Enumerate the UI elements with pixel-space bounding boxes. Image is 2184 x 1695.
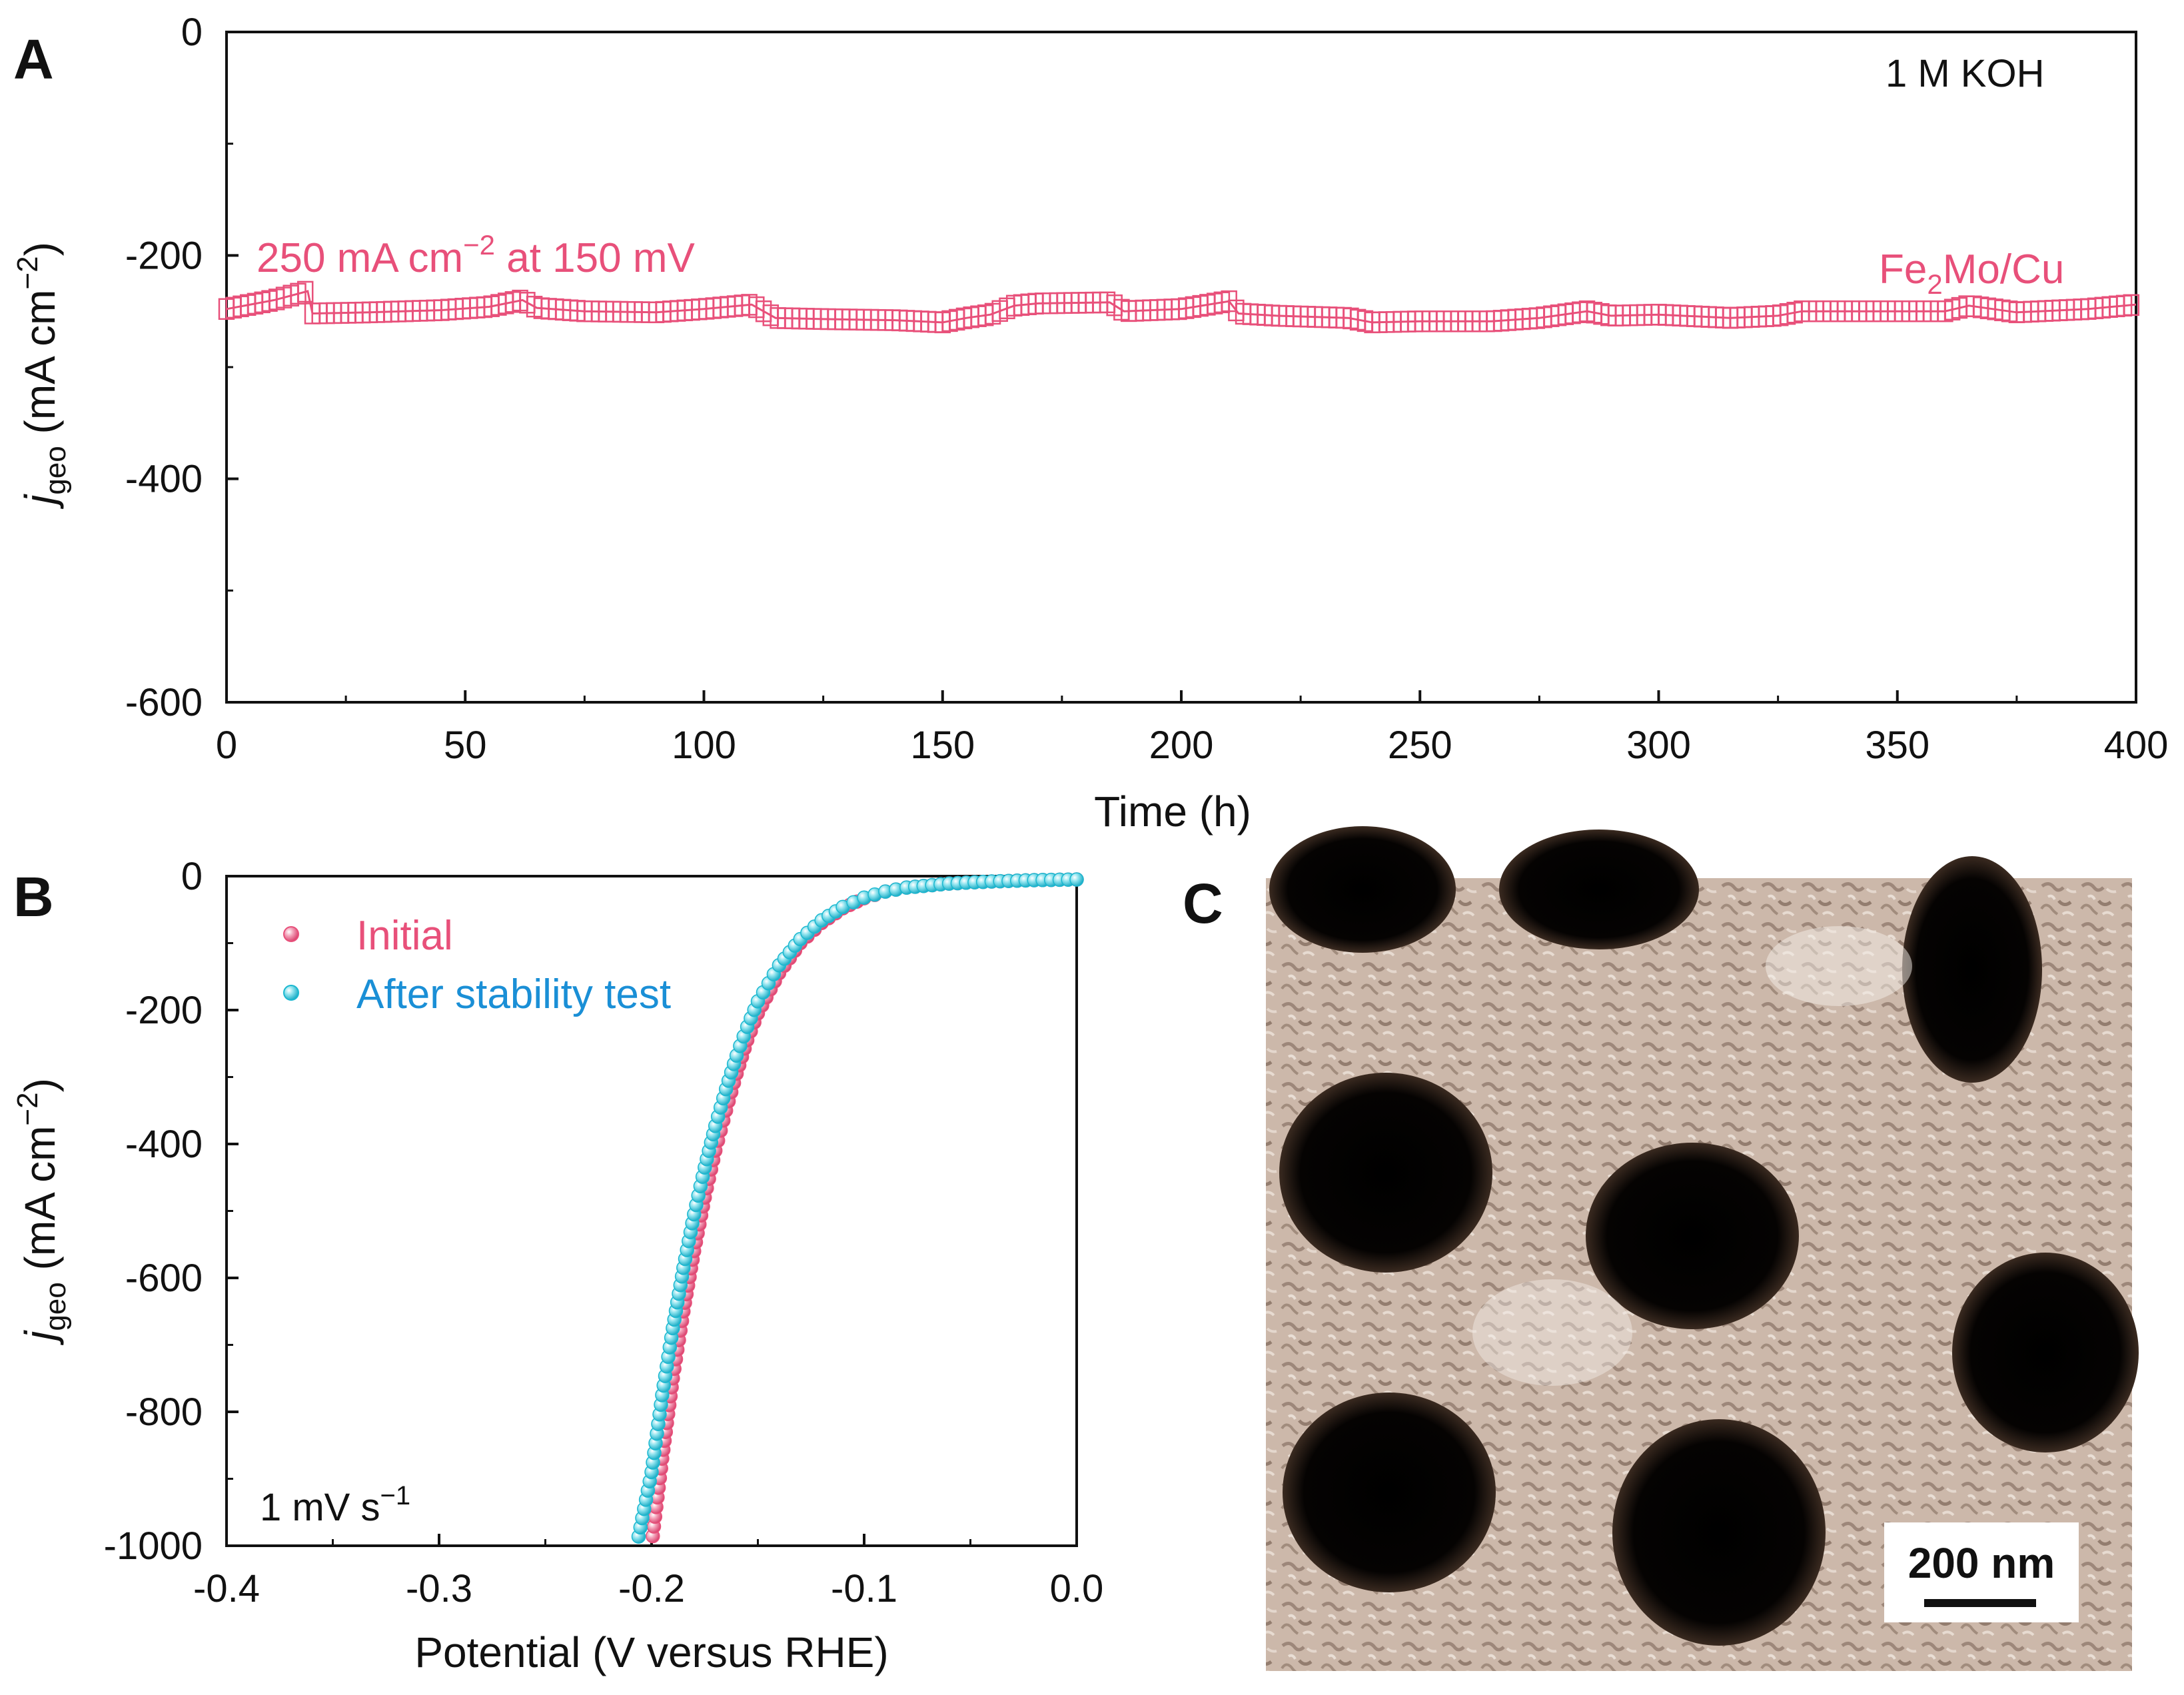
fe2mo-cu-data-point (296, 281, 314, 303)
panel-a-y-tick-label: -400 (125, 458, 203, 501)
panel-a-y-tick-label: -600 (125, 681, 203, 724)
series-label-fe2mo-cu: Fe2Mo/Cu (1879, 247, 2064, 300)
panel-a-x-tick-label: 300 (1626, 724, 1691, 767)
panel-a-x-tick-label: 400 (2104, 724, 2169, 767)
panel-a-y-tick-label: -200 (125, 234, 203, 277)
pore (1269, 826, 1456, 953)
bright-ridge (1472, 1279, 1632, 1386)
scale-bar (1924, 1599, 2036, 1607)
panel-b-y-tick-label: -400 (125, 1123, 203, 1166)
pore (1902, 856, 2042, 1083)
legend-label-after-stability: After stability test (356, 971, 671, 1017)
panel-b-x-tick-label: -0.1 (831, 1567, 897, 1610)
electrolyte-label: 1 M KOH (1886, 52, 2045, 95)
scale-bar-label: 200 nm (1908, 1539, 2055, 1587)
panel-b-y-tick-label: 0 (181, 855, 203, 898)
fe2mo-cu-data-point (2123, 294, 2140, 316)
panel-a-y-axis-title: jgeo (mA cm−2) (11, 242, 72, 510)
pore (1283, 1393, 1496, 1592)
pore (1952, 1253, 2139, 1452)
panel-a-x-tick-label: 50 (444, 724, 487, 767)
pore (1612, 1419, 1826, 1646)
panel-a-x-axis-title: Time (h) (1094, 788, 1251, 836)
panel-a-letter: A (13, 28, 54, 91)
panel-b-x-tick-label: 0.0 (1050, 1567, 1104, 1610)
condition-label: 250 mA cm−2 at 150 mV (257, 229, 695, 281)
sem-micrograph: 200 nm (1266, 826, 2139, 1671)
panel-c-letter: C (1183, 872, 1223, 935)
panel-a-plot: 0 50 100 150 200 250 300 350 400 0 -200 -400 -600 1… (11, 11, 2168, 836)
panel-b-x-tick-label: -0.3 (406, 1567, 472, 1610)
panel-b-y-tick-label: -600 (125, 1257, 203, 1300)
panel-b-y-tick-label: -1000 (104, 1524, 203, 1568)
legend-marker-after-stability (283, 985, 299, 1001)
panel-b-letter: B (13, 865, 54, 928)
legend-label-initial: Initial (356, 913, 453, 959)
scan-rate-label: 1 mV s−1 (260, 1481, 410, 1529)
fe2mo-cu-series-line (226, 290, 2137, 324)
bright-ridge (1766, 926, 1912, 1006)
pore (1499, 830, 1699, 949)
panel-a-x-tick-label: 0 (216, 724, 237, 767)
panel-a-x-tick-label: 250 (1388, 724, 1452, 767)
panel-b-x-tick-label: -0.4 (193, 1567, 260, 1610)
panel-a-y-tick-label: 0 (181, 11, 203, 54)
panel-b-plot: -0.4 -0.3 -0.2 -0.1 0.0 0 -200 -400 -600 -800 -10… (11, 855, 1103, 1676)
panel-a-x-tick-label: 100 (672, 724, 736, 767)
panel-a-x-tick-label: 350 (1865, 724, 1929, 767)
panel-b-y-tick-label: -800 (125, 1391, 203, 1434)
panel-a-frame (225, 31, 2137, 704)
panel-b-x-tick-label: -0.2 (618, 1567, 685, 1610)
panel-b-y-tick-label: -200 (125, 989, 203, 1032)
pore (1279, 1073, 1492, 1273)
after-stability-data-point (1069, 872, 1084, 887)
panel-b-x-axis-title: Potential (V versus RHE) (414, 1628, 888, 1676)
legend-marker-initial (283, 926, 299, 942)
panel-a-x-tick-label: 150 (910, 724, 975, 767)
pore (1586, 1143, 1799, 1329)
panel-a-x-tick-label: 200 (1149, 724, 1214, 767)
panel-b-y-axis-title: jgeo (mA cm−2) (11, 1078, 72, 1346)
